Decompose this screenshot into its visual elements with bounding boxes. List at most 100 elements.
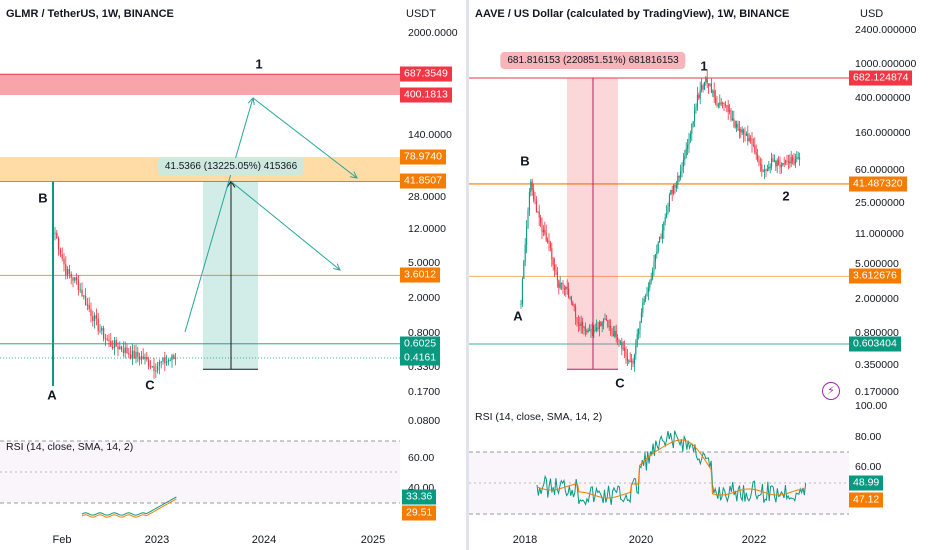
- right-candle-body: [566, 286, 568, 289]
- left-y-tick: 2000.0000: [408, 27, 458, 40]
- right-chart-canvas[interactable]: [469, 0, 932, 550]
- right-candle-body: [530, 181, 532, 192]
- rsi-line: [81, 496, 177, 516]
- left-y-tick: 12.0000: [408, 223, 446, 236]
- left-currency-label: USDT: [406, 8, 436, 20]
- right-candle-body: [598, 322, 600, 329]
- projection-arrowhead: [350, 171, 358, 179]
- right-candle-body: [780, 165, 782, 168]
- right-candle-body: [551, 248, 553, 260]
- right-candle-body: [768, 166, 770, 170]
- right-candle-body: [713, 90, 715, 98]
- right-candle-body: [720, 102, 722, 104]
- left-candle-body: [102, 327, 105, 339]
- right-candle-body: [538, 211, 540, 218]
- right-y-tick: 0.350000: [855, 358, 899, 371]
- left-y-tick: 5.0000: [408, 256, 441, 269]
- right-candle-body: [790, 157, 792, 164]
- left-candle-body: [113, 340, 116, 349]
- right-candle-body: [786, 160, 788, 162]
- right-candle-body: [618, 340, 620, 343]
- right-candle-body: [635, 345, 637, 355]
- right-candle-body: [779, 164, 781, 168]
- right-candle-body: [759, 163, 761, 165]
- right-y-tick: 0.170000: [855, 385, 899, 398]
- right-candle-body: [542, 229, 544, 233]
- rsi-sma-tag: 47.12: [849, 492, 884, 508]
- right-candle-body: [663, 222, 665, 231]
- left-candle-body: [68, 268, 71, 274]
- left-candle-body: [164, 357, 166, 364]
- left-candle-body: [84, 295, 87, 306]
- projection-line: [230, 181, 341, 271]
- right-candle-body: [789, 161, 791, 164]
- right-candle-body: [736, 123, 738, 128]
- price-tag: 41.487320: [849, 176, 907, 192]
- right-chart-panel[interactable]: AAVE / US Dollar (calculated by TradingV…: [469, 0, 932, 550]
- left-candle-body: [131, 350, 134, 359]
- right-candle-body: [624, 348, 626, 352]
- left-candle-body: [86, 304, 89, 306]
- left-candle-body: [162, 357, 164, 362]
- right-candle-body: [799, 157, 801, 160]
- wave-label-1: 1: [255, 56, 263, 72]
- right-candle-body: [688, 139, 690, 145]
- right-candle-body: [572, 302, 574, 306]
- right-candle-body: [726, 105, 728, 107]
- right-candle-body: [687, 144, 689, 149]
- right-candle-body: [632, 360, 634, 364]
- right-candle-body: [744, 134, 746, 136]
- right-candle-body: [545, 232, 547, 241]
- left-candle-body: [124, 347, 126, 353]
- right-candle-body: [580, 321, 582, 326]
- right-candle-body: [708, 83, 710, 86]
- right-candle-body: [527, 210, 529, 228]
- right-candle-body: [678, 175, 680, 178]
- right-candle-body: [593, 330, 595, 334]
- wave-label-c: C: [615, 375, 625, 391]
- right-candle-body: [743, 129, 745, 135]
- right-candle-body: [640, 312, 642, 323]
- left-candle-body: [111, 346, 114, 349]
- left-candle-body: [156, 365, 159, 371]
- left-x-tick: 2025: [360, 534, 386, 546]
- right-candle-body: [681, 166, 683, 172]
- right-candle-body: [793, 160, 795, 165]
- right-candle-body: [661, 230, 663, 239]
- right-candle-body: [703, 82, 705, 90]
- projection-line: [252, 97, 358, 179]
- right-candle-body: [782, 163, 784, 166]
- price-tag: 687.3549: [400, 66, 452, 82]
- left-candle-body: [149, 366, 152, 368]
- lightning-icon[interactable]: ⚡: [822, 382, 840, 400]
- left-x-tick: Feb: [52, 534, 72, 546]
- wave-label-a: A: [47, 387, 57, 403]
- right-candle-body: [631, 360, 633, 362]
- right-candle-body: [554, 264, 556, 271]
- right-candle-body: [610, 325, 612, 329]
- price-tag: 0.603404: [849, 336, 901, 352]
- right-candle-body: [654, 254, 656, 262]
- left-candle-body: [126, 347, 128, 354]
- right-candle-body: [594, 330, 596, 332]
- right-x-tick: 2022: [741, 534, 767, 546]
- right-candle-body: [629, 360, 631, 362]
- right-candle-body: [586, 330, 588, 333]
- right-candle-body: [724, 103, 726, 106]
- right-candle-body: [709, 83, 711, 86]
- left-candle-body: [115, 340, 117, 347]
- panel-divider[interactable]: [466, 0, 469, 550]
- left-chart-canvas[interactable]: [0, 0, 466, 550]
- right-candle-body: [727, 105, 729, 112]
- right-candle-body: [706, 77, 708, 84]
- left-candle-body: [57, 238, 60, 250]
- right-currency-label: USD: [860, 8, 884, 20]
- right-candle-body: [645, 296, 647, 300]
- right-candle-body: [766, 169, 768, 171]
- right-y-tick: 400.000000: [855, 92, 911, 105]
- right-candle-body: [533, 189, 535, 199]
- right-y-tick: 2.000000: [855, 292, 899, 305]
- left-chart-panel[interactable]: GLMR / TetherUS, 1W, BINANCE USDT 2000.0…: [0, 0, 466, 550]
- right-candle-body: [682, 159, 684, 167]
- left-candle-body: [79, 289, 81, 291]
